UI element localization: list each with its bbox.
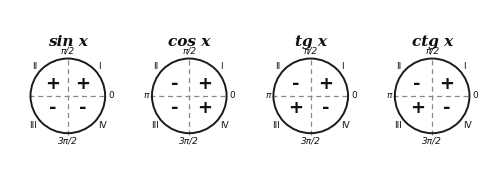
Text: -: - (414, 75, 421, 93)
Text: 0: 0 (351, 91, 357, 100)
Text: 0: 0 (108, 91, 114, 100)
Text: +: + (410, 99, 424, 117)
Text: 3π/2: 3π/2 (58, 136, 78, 145)
Text: IV: IV (463, 121, 471, 130)
Text: sin x: sin x (48, 35, 88, 49)
Text: +: + (196, 75, 212, 93)
Text: IV: IV (220, 121, 228, 130)
Text: 0: 0 (230, 91, 235, 100)
Text: -: - (292, 75, 300, 93)
Text: tg x: tg x (294, 35, 326, 49)
Text: π: π (386, 91, 392, 100)
Text: III: III (272, 121, 280, 130)
Text: I: I (342, 62, 344, 71)
Text: I: I (220, 62, 222, 71)
Text: -: - (444, 99, 451, 117)
Text: -: - (49, 99, 56, 117)
Text: III: III (151, 121, 158, 130)
Text: π: π (144, 91, 149, 100)
Text: I: I (98, 62, 101, 71)
Text: π/2: π/2 (425, 47, 439, 56)
Text: +: + (76, 75, 90, 93)
Text: +: + (318, 75, 333, 93)
Text: I: I (463, 62, 466, 71)
Text: II: II (154, 62, 158, 71)
Text: 0: 0 (472, 91, 478, 100)
Text: 3π/2: 3π/2 (301, 136, 320, 145)
Text: π/2: π/2 (182, 47, 196, 56)
Text: 3π/2: 3π/2 (180, 136, 199, 145)
Text: II: II (275, 62, 280, 71)
Text: -: - (170, 99, 178, 117)
Text: IV: IV (98, 121, 107, 130)
Text: π: π (265, 91, 270, 100)
Text: +: + (440, 75, 454, 93)
Text: III: III (394, 121, 402, 130)
Text: ctg x: ctg x (412, 35, 453, 49)
Text: -: - (170, 75, 178, 93)
Text: III: III (30, 121, 37, 130)
Text: +: + (288, 99, 304, 117)
Text: π/2: π/2 (304, 47, 318, 56)
Text: -: - (79, 99, 86, 117)
Text: II: II (396, 62, 402, 71)
Text: 3π/2: 3π/2 (422, 136, 442, 145)
Text: IV: IV (342, 121, 350, 130)
Text: π/2: π/2 (61, 47, 75, 56)
Text: +: + (196, 99, 212, 117)
Text: +: + (46, 75, 60, 93)
Text: cos x: cos x (168, 35, 210, 49)
Text: II: II (32, 62, 37, 71)
Text: -: - (322, 99, 330, 117)
